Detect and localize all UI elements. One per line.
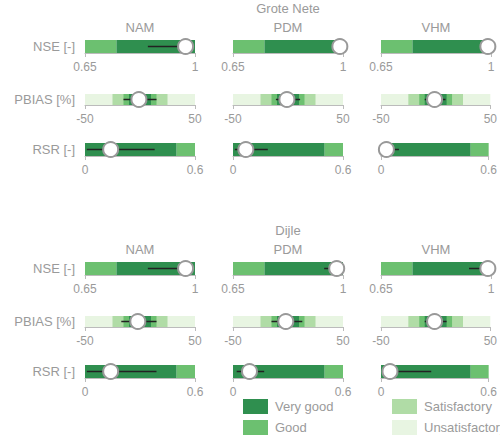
svg-text:RSR [-]: RSR [-] xyxy=(32,142,75,157)
svg-text:-50: -50 xyxy=(76,334,94,348)
svg-text:0.65: 0.65 xyxy=(221,60,245,74)
svg-text:-50: -50 xyxy=(372,112,390,126)
svg-text:0.6: 0.6 xyxy=(480,163,497,177)
svg-text:0.6: 0.6 xyxy=(187,163,204,177)
svg-text:0: 0 xyxy=(378,385,385,399)
svg-text:1: 1 xyxy=(340,282,347,296)
svg-text:NAM: NAM xyxy=(126,20,155,35)
svg-text:0.6: 0.6 xyxy=(335,385,352,399)
svg-text:1: 1 xyxy=(488,60,495,74)
svg-text:50: 50 xyxy=(484,112,498,126)
svg-text:VHM: VHM xyxy=(422,242,451,257)
svg-text:Dijle: Dijle xyxy=(275,223,300,238)
svg-text:0.6: 0.6 xyxy=(335,163,352,177)
svg-text:0.65: 0.65 xyxy=(369,60,393,74)
svg-text:0: 0 xyxy=(82,163,89,177)
svg-text:50: 50 xyxy=(336,112,350,126)
svg-text:Very good: Very good xyxy=(275,399,334,414)
svg-text:0: 0 xyxy=(378,163,385,177)
svg-text:Unsatisfactory: Unsatisfactory xyxy=(424,420,500,435)
svg-text:50: 50 xyxy=(188,112,202,126)
svg-text:PDM: PDM xyxy=(274,20,303,35)
svg-text:1: 1 xyxy=(192,282,199,296)
svg-text:-50: -50 xyxy=(224,112,242,126)
svg-text:PDM: PDM xyxy=(274,242,303,257)
svg-text:50: 50 xyxy=(188,334,202,348)
svg-text:0: 0 xyxy=(230,163,237,177)
svg-text:0.65: 0.65 xyxy=(73,282,97,296)
svg-text:Good: Good xyxy=(275,420,307,435)
svg-text:0: 0 xyxy=(82,385,89,399)
svg-text:0.65: 0.65 xyxy=(73,60,97,74)
svg-text:VHM: VHM xyxy=(422,20,451,35)
svg-text:1: 1 xyxy=(488,282,495,296)
svg-text:0.6: 0.6 xyxy=(480,385,497,399)
svg-text:PBIAS [%]: PBIAS [%] xyxy=(14,92,75,107)
svg-text:0: 0 xyxy=(230,385,237,399)
svg-text:NSE [-]: NSE [-] xyxy=(33,39,75,54)
svg-text:-50: -50 xyxy=(224,334,242,348)
svg-text:0.6: 0.6 xyxy=(187,385,204,399)
svg-text:0.65: 0.65 xyxy=(221,282,245,296)
svg-text:PBIAS [%]: PBIAS [%] xyxy=(14,314,75,329)
svg-text:NSE [-]: NSE [-] xyxy=(33,261,75,276)
svg-text:NAM: NAM xyxy=(126,242,155,257)
svg-text:Grote Nete: Grote Nete xyxy=(256,1,320,16)
svg-text:50: 50 xyxy=(336,334,350,348)
svg-text:RSR [-]: RSR [-] xyxy=(32,364,75,379)
svg-text:1: 1 xyxy=(192,60,199,74)
svg-text:0.65: 0.65 xyxy=(369,282,393,296)
svg-text:-50: -50 xyxy=(372,334,390,348)
svg-text:1: 1 xyxy=(340,60,347,74)
svg-text:-50: -50 xyxy=(76,112,94,126)
svg-text:Satisfactory: Satisfactory xyxy=(424,399,492,414)
svg-text:50: 50 xyxy=(484,334,498,348)
